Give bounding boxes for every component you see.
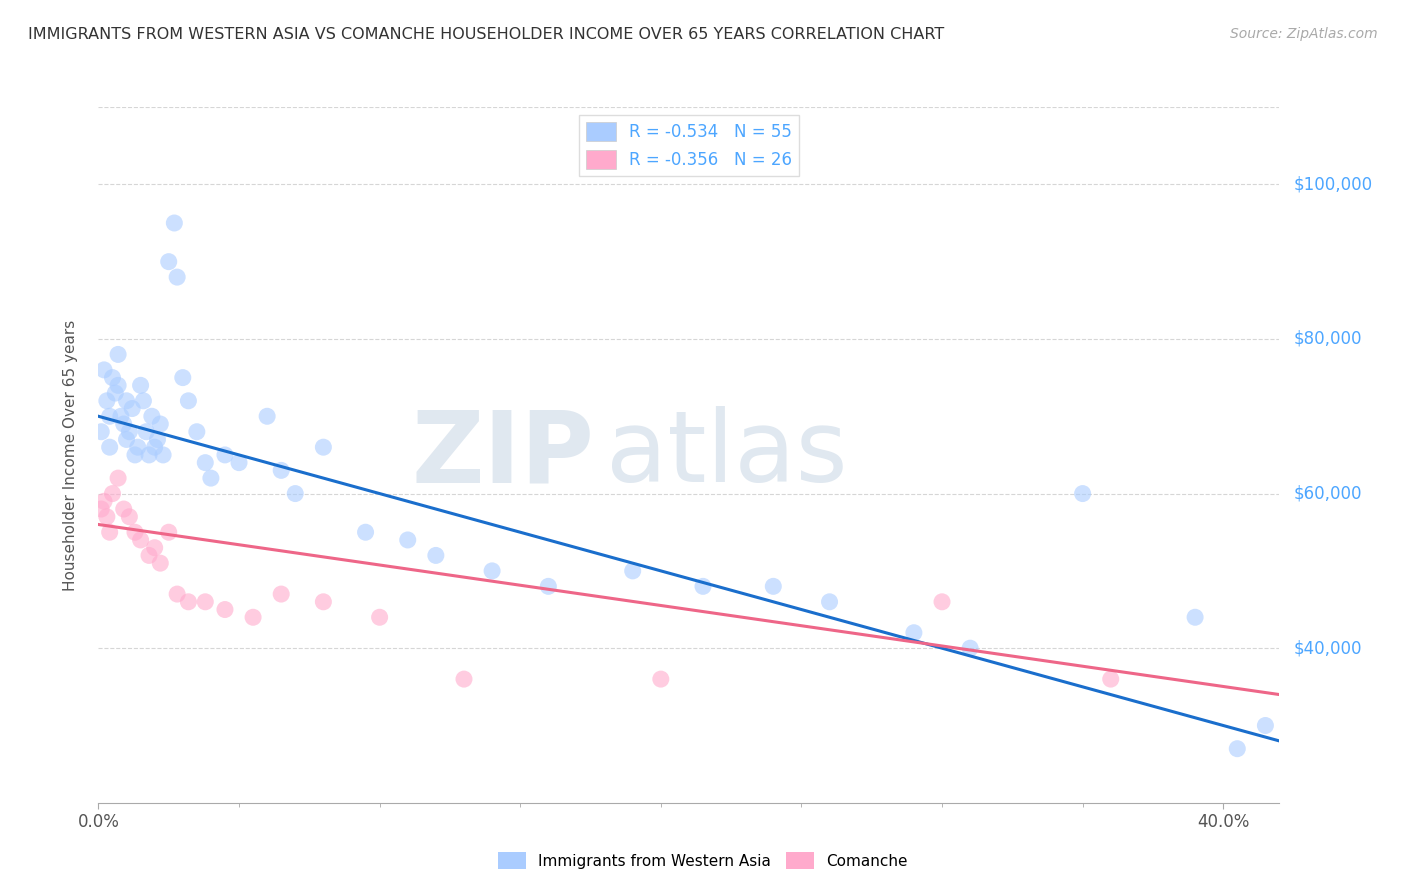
Point [1099,672,1122,686]
Point [110,409,132,424]
Point [124,448,146,462]
Text: $60,000: $60,000 [1294,484,1362,502]
Point [107,378,129,392]
Point [135,425,157,439]
Point [312,595,335,609]
Point [129,378,152,392]
Text: $80,000: $80,000 [1294,330,1362,348]
Point [425,549,447,563]
Point [396,533,419,547]
Point [1254,718,1277,732]
Point [931,595,953,609]
Point [98,440,121,454]
Point [368,610,391,624]
Y-axis label: Householder Income Over 65 years: Householder Income Over 65 years [63,319,77,591]
Point [166,587,188,601]
Point [124,525,146,540]
Point [214,602,236,616]
Text: $40,000: $40,000 [1294,640,1362,657]
Point [818,595,841,609]
Text: Source: ZipAtlas.com: Source: ZipAtlas.com [1230,27,1378,41]
Point [143,541,166,555]
Point [132,393,155,408]
Text: atlas: atlas [606,407,848,503]
Point [200,471,222,485]
Point [90,425,112,439]
Point [107,471,129,485]
Point [270,587,292,601]
Point [118,509,141,524]
Point [115,393,138,408]
Point [163,216,186,230]
Point [101,370,124,384]
Point [115,433,138,447]
Point [141,409,163,424]
Point [270,463,292,477]
Point [1184,610,1206,624]
Point [93,494,115,508]
Point [959,641,981,656]
Point [121,401,143,416]
Point [96,509,118,524]
Point [1226,741,1249,756]
Point [143,440,166,454]
Text: IMMIGRANTS FROM WESTERN ASIA VS COMANCHE HOUSEHOLDER INCOME OVER 65 YEARS CORREL: IMMIGRANTS FROM WESTERN ASIA VS COMANCHE… [28,27,945,42]
Point [98,525,121,540]
Point [172,370,194,384]
Point [96,393,118,408]
Point [149,417,172,431]
Point [186,425,208,439]
Point [98,409,121,424]
Point [242,610,264,624]
Point [107,347,129,361]
Point [650,672,672,686]
Point [481,564,503,578]
Point [194,595,217,609]
Point [177,393,200,408]
Point [354,525,377,540]
Point [194,456,217,470]
Point [152,448,174,462]
Point [157,254,180,268]
Point [166,270,188,285]
Legend: R = -0.534   N = 55, R = -0.356   N = 26: R = -0.534 N = 55, R = -0.356 N = 26 [579,115,799,176]
Point [101,486,124,500]
Point [149,556,172,570]
Text: $100,000: $100,000 [1294,176,1372,194]
Point [692,579,714,593]
Legend: Immigrants from Western Asia, Comanche: Immigrants from Western Asia, Comanche [492,846,914,875]
Point [138,448,160,462]
Point [118,425,141,439]
Point [146,433,169,447]
Point [903,625,925,640]
Point [112,417,135,431]
Point [621,564,644,578]
Point [90,502,112,516]
Point [157,525,180,540]
Point [762,579,785,593]
Point [127,440,149,454]
Point [138,549,160,563]
Point [1071,486,1094,500]
Point [284,486,307,500]
Point [453,672,475,686]
Point [129,533,152,547]
Point [112,502,135,516]
Point [104,386,127,401]
Point [537,579,560,593]
Point [256,409,278,424]
Point [312,440,335,454]
Point [177,595,200,609]
Point [214,448,236,462]
Point [228,456,250,470]
Text: ZIP: ZIP [412,407,595,503]
Point [93,363,115,377]
